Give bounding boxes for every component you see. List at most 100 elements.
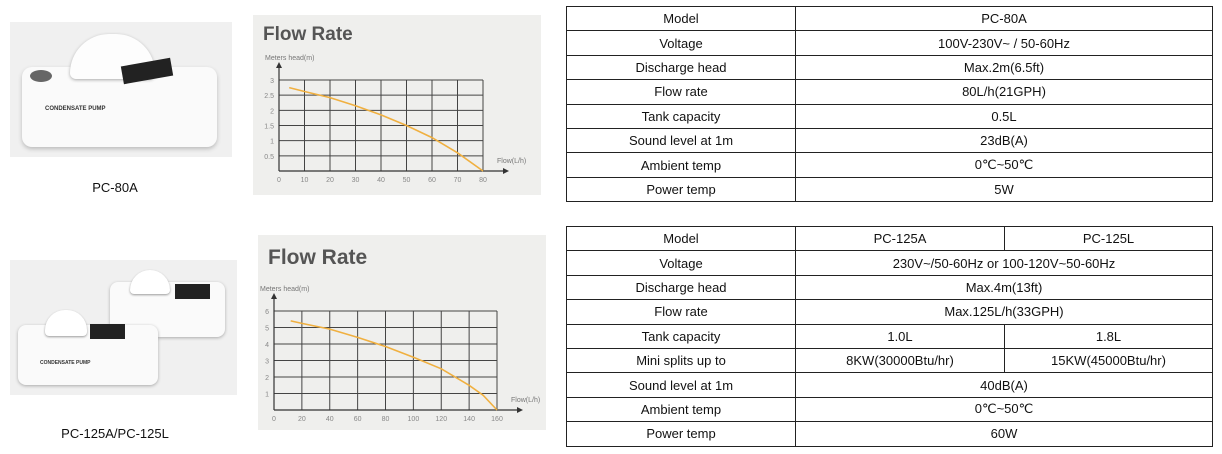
- spec-value: 8KW(30000Btu/hr): [795, 347, 1005, 374]
- flow-curve: [290, 320, 498, 411]
- spec-label: Sound level at 1m: [566, 127, 796, 154]
- spec-value: 0.5L: [795, 103, 1213, 129]
- spec-value: 1.0L: [795, 323, 1005, 349]
- device-text: CONDENSATE PUMP: [40, 360, 91, 366]
- x-tick-label: 80: [382, 416, 390, 423]
- x-tick-label: 40: [377, 177, 385, 184]
- y-tick-label: 2: [270, 108, 274, 115]
- spec-label: Flow rate: [566, 79, 796, 105]
- table-row: Voltage 100V-230V~ / 50-60Hz: [566, 30, 1213, 56]
- x-tick-label: 0: [277, 177, 281, 184]
- x-axis-arrow-icon: [503, 168, 509, 174]
- spec-label: Discharge head: [566, 274, 796, 301]
- spec-label: Model: [566, 225, 796, 252]
- x-tick-label: 120: [435, 416, 447, 423]
- spec-value: 0℃~50℃: [795, 396, 1213, 423]
- flow-rate-chart-pc125: Flow Rate Meters head(m) Flow(L/h) 0 20 40 60 8…: [258, 235, 546, 430]
- spec-table-pc125: Model PC-125A PC-125L Voltage 230V~/50-60Hz …: [566, 225, 1213, 447]
- table-row: Power temp 60W: [566, 421, 1213, 447]
- spec-value: 15KW(45000Btu/hr): [1004, 347, 1213, 374]
- y-axis-arrow-icon: [276, 62, 282, 68]
- x-tick-label: 80: [479, 177, 487, 184]
- table-row: Tank capacity 1.0L 1.8L: [566, 323, 1213, 349]
- spec-value: 0℃~50℃: [795, 152, 1213, 178]
- chart-title: Flow Rate: [263, 24, 353, 45]
- table-row: Tank capacity 0.5L: [566, 103, 1213, 129]
- flow-curve: [289, 86, 484, 172]
- spec-value: 23dB(A): [795, 127, 1213, 154]
- spec-value: PC-125L: [1004, 225, 1213, 252]
- flow-rate-chart-pc80a: Flow Rate Meters head(m) Flow(L/h) 0 10 20 30 4…: [253, 15, 541, 195]
- table-row: Discharge head Max.4m(13ft): [566, 274, 1213, 301]
- x-tick-label: 20: [326, 177, 334, 184]
- spec-value: 80L/h(21GPH): [795, 79, 1213, 105]
- table-row: Ambient temp 0℃~50℃: [566, 396, 1213, 423]
- product-label: PC-80A: [92, 180, 138, 195]
- y-axis-label: Meters head(m): [265, 55, 314, 62]
- table-row: Ambient temp 0℃~50℃: [566, 152, 1213, 178]
- x-axis-label: Flow(L/h): [497, 158, 526, 165]
- y-tick-label: 2: [265, 375, 269, 382]
- y-tick-label: 0.5: [264, 154, 274, 161]
- x-tick-label: 40: [326, 416, 334, 423]
- spec-label: Flow rate: [566, 299, 796, 325]
- y-tick-label: 2.5: [264, 93, 274, 100]
- spec-label: Mini splits up to: [566, 347, 796, 374]
- x-tick-label: 60: [354, 416, 362, 423]
- spec-value: 40dB(A): [795, 372, 1213, 398]
- spec-label: Power temp: [566, 176, 796, 203]
- spec-value: PC-80A: [795, 5, 1213, 32]
- spec-table-pc80a: Model PC-80A Voltage 100V-230V~ / 50-60Hz Di…: [566, 5, 1213, 203]
- x-axis-arrow-icon: [517, 407, 523, 413]
- y-tick-label: 6: [265, 309, 269, 316]
- y-axis-arrow-icon: [271, 293, 277, 299]
- y-tick-label: 3: [265, 359, 269, 366]
- spec-value: 60W: [795, 421, 1213, 447]
- spec-value: Max.125L/h(33GPH): [795, 299, 1213, 325]
- table-row: Sound level at 1m 40dB(A): [566, 372, 1213, 398]
- device-text: CONDENSATE PUMP: [45, 106, 106, 112]
- chart-title: Flow Rate: [268, 246, 367, 269]
- x-tick-label: 10: [301, 177, 309, 184]
- x-tick-label: 70: [454, 177, 462, 184]
- product-image-pc125: CONDENSATE PUMP: [10, 260, 237, 395]
- x-tick-label: 50: [403, 177, 411, 184]
- spec-label: Power temp: [566, 421, 796, 447]
- table-row: Flow rate 80L/h(21GPH): [566, 79, 1213, 105]
- table-row: Sound level at 1m 23dB(A): [566, 127, 1213, 154]
- x-tick-label: 0: [272, 416, 276, 423]
- spec-value: Max.2m(6.5ft): [795, 54, 1213, 81]
- spec-value: 230V~/50-60Hz or 100-120V~50-60Hz: [795, 250, 1213, 276]
- spec-value: 100V-230V~ / 50-60Hz: [795, 30, 1213, 56]
- table-row: Discharge head Max.2m(6.5ft): [566, 54, 1213, 81]
- x-tick-label: 140: [463, 416, 475, 423]
- y-tick-label: 1: [270, 139, 274, 146]
- x-tick-label: 60: [428, 177, 436, 184]
- spec-label: Model: [566, 5, 796, 32]
- x-tick-label: 20: [298, 416, 306, 423]
- y-tick-label: 4: [265, 342, 269, 349]
- product-image-pc80a: CONDENSATE PUMP: [10, 22, 232, 157]
- table-row: Model PC-80A: [566, 5, 1213, 32]
- y-tick-label: 3: [270, 78, 274, 85]
- x-axis-label: Flow(L/h): [511, 397, 540, 404]
- table-row: Flow rate Max.125L/h(33GPH): [566, 299, 1213, 325]
- spec-label: Tank capacity: [566, 323, 796, 349]
- spec-value: 5W: [795, 176, 1213, 203]
- x-tick-label: 30: [352, 177, 360, 184]
- spec-label: Discharge head: [566, 54, 796, 81]
- y-tick-label: 5: [265, 326, 269, 333]
- spec-value: Max.4m(13ft): [795, 274, 1213, 301]
- x-tick-label: 160: [491, 416, 503, 423]
- table-row: Voltage 230V~/50-60Hz or 100-120V~50-60Hz: [566, 250, 1213, 276]
- table-row: Power temp 5W: [566, 176, 1213, 203]
- spec-label: Ambient temp: [566, 396, 796, 423]
- spec-label: Tank capacity: [566, 103, 796, 129]
- product-label: PC-125A/PC-125L: [61, 426, 169, 441]
- spec-label: Ambient temp: [566, 152, 796, 178]
- y-axis-label: Meters head(m): [260, 286, 309, 293]
- y-tick-label: 1: [265, 392, 269, 399]
- spec-label: Voltage: [566, 250, 796, 276]
- spec-label: Voltage: [566, 30, 796, 56]
- spec-label: Sound level at 1m: [566, 372, 796, 398]
